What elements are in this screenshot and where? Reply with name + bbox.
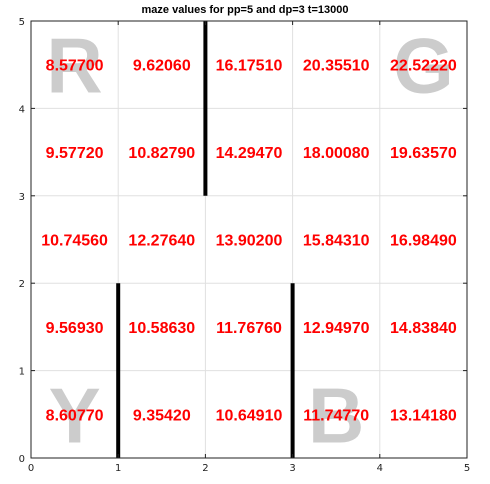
corner-labels: R G Y B bbox=[46, 22, 453, 460]
cell-value: 13.14180 bbox=[390, 407, 457, 424]
cell-value: 15.84310 bbox=[303, 233, 370, 250]
corner-label-b: B bbox=[308, 371, 364, 459]
cell-value: 8.60770 bbox=[46, 407, 104, 424]
cell-value: 11.76760 bbox=[216, 320, 282, 337]
y-tick-label: 4 bbox=[19, 104, 25, 115]
cell-values: 8.57700 9.62060 16.17510 20.35510 22.52220 9.… bbox=[41, 58, 457, 425]
cell-value: 13.90200 bbox=[216, 233, 283, 250]
maze-walls bbox=[116, 21, 295, 458]
chart-title: maze values for pp=5 and dp=3 t=13000 bbox=[141, 4, 349, 16]
cell-value: 9.62060 bbox=[133, 58, 191, 75]
cell-value: 9.57720 bbox=[46, 145, 104, 162]
corner-label-y: Y bbox=[49, 371, 101, 459]
plot-frame bbox=[30, 20, 468, 459]
cell-value: 14.83840 bbox=[390, 320, 457, 337]
y-tick-label: 1 bbox=[19, 367, 25, 378]
cell-value: 10.82790 bbox=[128, 145, 195, 162]
y-tick-label: 2 bbox=[19, 279, 25, 290]
cell-value: 18.00080 bbox=[303, 145, 370, 162]
cell-value: 12.27640 bbox=[128, 233, 195, 250]
cell-value: 11.74770 bbox=[303, 407, 369, 424]
x-tick-label: 2 bbox=[202, 463, 208, 474]
cell-value: 12.94970 bbox=[303, 320, 370, 337]
cell-value: 16.98490 bbox=[390, 233, 457, 250]
cell-value: 10.58630 bbox=[128, 320, 195, 337]
x-tick-label: 0 bbox=[28, 463, 34, 474]
x-tick-label: 1 bbox=[115, 463, 121, 474]
axis-ticks: 0 1 2 3 4 5 0 1 2 3 4 5 bbox=[19, 17, 471, 474]
cell-value: 14.29470 bbox=[216, 145, 283, 162]
corner-label-r: R bbox=[46, 22, 102, 110]
cell-value: 16.17510 bbox=[216, 58, 283, 75]
x-tick-label: 5 bbox=[464, 463, 470, 474]
cell-value: 22.52220 bbox=[390, 58, 457, 75]
cell-value: 9.35420 bbox=[133, 407, 191, 424]
corner-label-g: G bbox=[393, 22, 454, 110]
x-tick-label: 4 bbox=[377, 463, 383, 474]
y-tick-label: 5 bbox=[19, 17, 25, 28]
cell-value: 9.56930 bbox=[46, 320, 104, 337]
cell-value: 19.63570 bbox=[390, 145, 457, 162]
cell-value: 8.57700 bbox=[46, 58, 104, 75]
y-tick-label: 0 bbox=[19, 454, 25, 465]
x-tick-label: 3 bbox=[289, 463, 295, 474]
y-tick-label: 3 bbox=[19, 192, 25, 203]
cell-value: 10.74560 bbox=[41, 233, 108, 250]
cell-value: 20.35510 bbox=[303, 58, 370, 75]
cell-value: 10.64910 bbox=[216, 407, 283, 424]
